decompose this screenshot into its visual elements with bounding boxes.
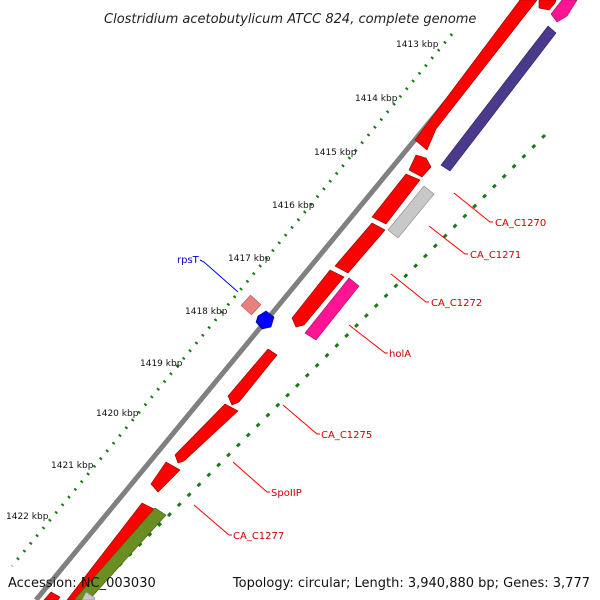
cds-arrow[interactable] bbox=[150, 461, 181, 493]
label-CA_C1271[interactable]: CA_C1271 bbox=[470, 250, 521, 261]
olive-feature[interactable] bbox=[73, 507, 167, 600]
tick-label-1414: 1414 kbp bbox=[355, 94, 398, 104]
cds-arrow[interactable] bbox=[371, 173, 421, 225]
label-CA_C1270[interactable]: CA_C1270 bbox=[495, 218, 546, 229]
tick-label-1418: 1418 kbp bbox=[185, 307, 228, 317]
tick-label-1415: 1415 kbp bbox=[314, 148, 357, 158]
label-rpsT[interactable]: rpsT bbox=[177, 255, 200, 266]
label-CA_C1277[interactable]: CA_C1277 bbox=[233, 531, 284, 542]
label-SpoIIP[interactable]: SpoIIP bbox=[271, 488, 302, 499]
outer-dotted-ring bbox=[10, 33, 454, 567]
cds-arrow[interactable] bbox=[66, 502, 157, 600]
label-CA_C1275[interactable]: CA_C1275 bbox=[321, 430, 372, 441]
tick-label-1417: 1417 kbp bbox=[228, 254, 271, 264]
tick-label-1420: 1420 kbp bbox=[96, 409, 139, 419]
scale-ticks: 1413 kbp 1414 kbp 1415 kbp 1416 kbp 1417… bbox=[6, 40, 439, 522]
cds-arrow[interactable] bbox=[538, 0, 557, 11]
trna-feature[interactable] bbox=[255, 310, 275, 330]
cds-arrow[interactable] bbox=[43, 591, 61, 600]
cds-arrow[interactable] bbox=[227, 348, 278, 406]
magenta-feature[interactable] bbox=[304, 277, 360, 341]
gray-feature[interactable] bbox=[387, 185, 435, 239]
tick-label-1413: 1413 kbp bbox=[396, 40, 439, 50]
tick-label-1419: 1419 kbp bbox=[140, 359, 183, 369]
accession-text: Accession: NC_003030 bbox=[8, 576, 156, 591]
forward-strand-features bbox=[43, 0, 557, 600]
cds-arrow[interactable] bbox=[414, 0, 538, 151]
rpsT-leader bbox=[199, 259, 239, 293]
cds-arrow[interactable] bbox=[291, 269, 345, 328]
cds-arrow[interactable] bbox=[174, 403, 239, 464]
gray-feature[interactable] bbox=[81, 591, 96, 600]
cds-arrow[interactable] bbox=[334, 222, 386, 274]
label-CA_C1272[interactable]: CA_C1272 bbox=[431, 298, 482, 309]
rpsT-feature[interactable] bbox=[240, 294, 262, 316]
magenta-feature[interactable] bbox=[550, 0, 578, 23]
tick-label-1421: 1421 kbp bbox=[51, 461, 94, 471]
reverse-strand-features bbox=[73, 0, 578, 600]
label-leaders bbox=[193, 192, 493, 536]
tick-label-1422: 1422 kbp bbox=[6, 512, 49, 522]
tick-label-1416: 1416 kbp bbox=[272, 201, 315, 211]
purple-feature[interactable] bbox=[440, 25, 557, 172]
map-title: Clostridium acetobutylicum ATCC 824, com… bbox=[104, 12, 476, 27]
genome-summary: Topology: circular; Length: 3,940,880 bp… bbox=[232, 576, 590, 591]
label-holA[interactable]: holA bbox=[389, 349, 411, 360]
cds-arrow[interactable] bbox=[408, 154, 432, 178]
